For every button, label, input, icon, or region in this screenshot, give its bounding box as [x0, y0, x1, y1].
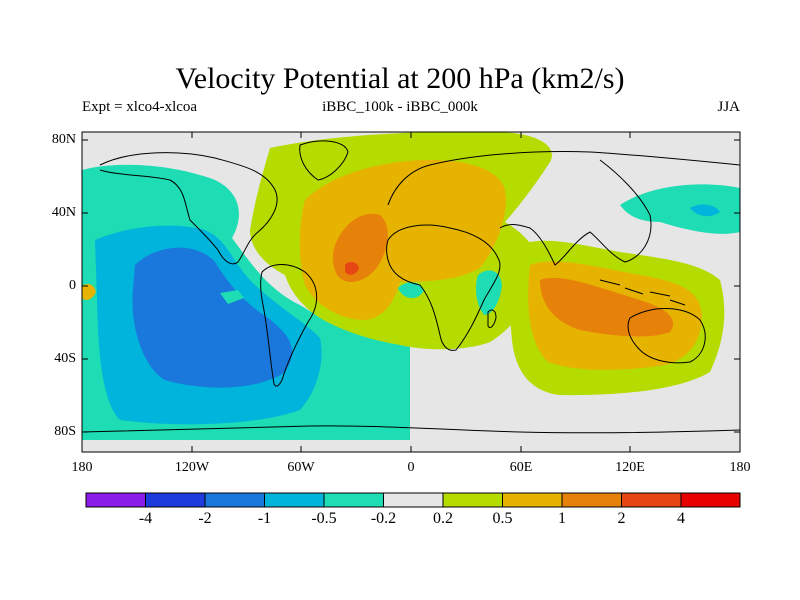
greenland-coast: [299, 140, 349, 181]
lat-tick-80s: 80S: [54, 424, 76, 439]
season-label: JJA: [717, 99, 740, 115]
cbar-box-3: [264, 492, 325, 508]
cbar-label-4: -0.2: [370, 510, 397, 527]
map-panel: [82, 132, 740, 452]
antarctica-coast: [82, 425, 740, 434]
lon-tick-180e: 180: [729, 460, 751, 475]
lon-tick-60e: 60E: [509, 460, 533, 475]
lon-tick-120e: 120E: [615, 460, 645, 475]
cbar-box-1: [145, 492, 206, 508]
plot-title: Velocity Potential at 200 hPa (km2/s): [175, 62, 625, 95]
cbar-box-2: [204, 492, 265, 508]
pacific-cyan-inner: [220, 290, 244, 304]
axis-ticks: [81, 132, 741, 452]
cbar-box-10: [680, 492, 741, 508]
gulf-guinea-cyan-patch: [398, 282, 424, 298]
cbar-box-7: [502, 492, 563, 508]
cbar-label-5: 0.2: [433, 510, 453, 527]
cbar-label-1: -2: [198, 510, 212, 527]
cbar-label-6: 0.5: [492, 510, 513, 527]
cbar-box-5: [383, 492, 444, 508]
coastlines: [82, 140, 740, 434]
cbar-box-6: [442, 492, 503, 508]
cbar-label-3: -0.5: [311, 510, 337, 527]
nw-pacific-lightblue-patch: [690, 204, 720, 217]
pacific-blue-region: [132, 247, 293, 388]
cbar-label-8: 2: [617, 510, 626, 527]
australia-coast: [627, 308, 706, 364]
cbar-box-8: [561, 492, 622, 508]
cbar-label-2: -1: [257, 510, 272, 527]
lon-tick-180w: 180: [71, 460, 93, 475]
cbar-box-9: [621, 492, 682, 508]
cbar-box-0: [85, 492, 146, 508]
europe-asia-coast: [387, 151, 740, 266]
lon-tick-60w: 60W: [287, 460, 315, 475]
lat-tick-80n: 80N: [51, 132, 76, 147]
cbar-label-9: 4: [677, 510, 685, 527]
lon-tick-0: 0: [407, 460, 415, 475]
lat-tick-0: 0: [69, 278, 76, 293]
maritime-islands: [599, 279, 686, 306]
north-america-coast: [99, 152, 278, 265]
cbar-label-7: 1: [558, 510, 566, 527]
atlantic-red-patch: [345, 261, 359, 275]
difference-label: iBBC_100k - iBBC_000k: [322, 99, 478, 115]
colorbar: [85, 492, 741, 508]
lat-tick-40n: 40N: [51, 205, 76, 220]
maritime-darkorange-region: [540, 277, 674, 337]
cbar-label-0: -4: [138, 510, 153, 527]
lon-tick-120w: 120W: [174, 460, 210, 475]
experiment-label: Expt = xlco4-xlcoa: [82, 99, 198, 115]
africa-coast: [386, 224, 501, 351]
cbar-box-4: [323, 492, 384, 508]
madagascar-coast: [487, 309, 497, 329]
dateline-orange-patch: [82, 284, 96, 300]
south-america-coast: [260, 264, 318, 387]
nw-pacific-cyan-region: [620, 184, 740, 234]
lat-tick-40s: 40S: [54, 351, 76, 366]
